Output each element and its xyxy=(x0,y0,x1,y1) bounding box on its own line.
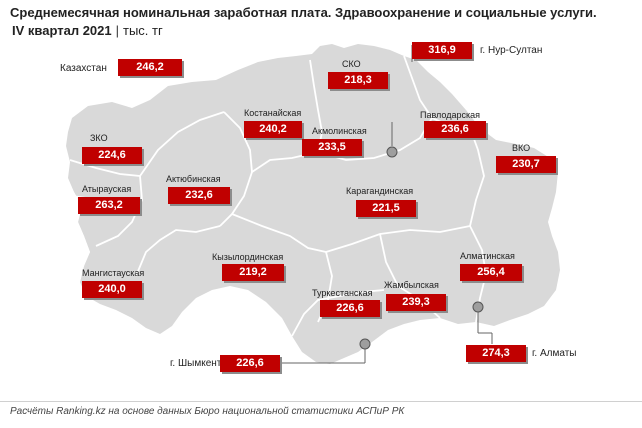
city-name-almaty: г. Алматы xyxy=(532,348,577,359)
caspian-shore xyxy=(60,178,90,282)
region-name-sko: СКО xyxy=(342,59,361,69)
region-name-vko: ВКО xyxy=(512,143,531,153)
region-value-almaty-region: 256,4 xyxy=(460,264,522,281)
region-name-karaganda: Карагандинская xyxy=(346,186,414,196)
almaty-marker xyxy=(472,301,493,344)
city-value-shymkent: 226,6 xyxy=(220,355,280,372)
chart-title: Среднемесячная номинальная заработная пл… xyxy=(10,4,630,40)
region-name-zko: ЗКО xyxy=(90,133,108,143)
region-value-zhambyl: 239,3 xyxy=(386,294,446,311)
region-name-aktobe: Актюбинская xyxy=(166,174,221,184)
country-name: Казахстан xyxy=(60,63,107,74)
region-value-atyrau: 263,2 xyxy=(78,197,140,214)
region-value-pavlodar: 236,6 xyxy=(424,121,486,138)
region-name-mangistau: Мангистауская xyxy=(82,268,145,278)
region-name-kostanay: Костанайская xyxy=(244,108,302,118)
region-value-turkestan: 226,6 xyxy=(320,300,380,317)
footer-divider xyxy=(0,401,642,402)
region-value-kostanay: 240,2 xyxy=(244,121,302,138)
shymkent-marker xyxy=(280,338,371,364)
source-note: Расчёты Ranking.kz на основе данных Бюро… xyxy=(10,406,405,417)
title-separator: | xyxy=(115,23,119,38)
region-value-kyzylorda: 219,2 xyxy=(222,264,284,281)
city-name-nur-sultan: г. Нур-Султан xyxy=(480,45,543,56)
region-name-zhambyl: Жамбылская xyxy=(384,280,439,290)
region-value-zko: 224,6 xyxy=(82,147,142,164)
title-line-2: IV квартал 2021 | тыс. тг xyxy=(10,22,630,40)
unit-label: тыс. тг xyxy=(123,23,163,38)
country-value: 246,2 xyxy=(118,59,182,76)
region-name-pavlodar: Павлодарская xyxy=(420,110,480,120)
title-line-1: Среднемесячная номинальная заработная пл… xyxy=(10,5,597,20)
region-value-aktobe: 232,6 xyxy=(168,187,230,204)
region-name-almaty-region: Алматинская xyxy=(460,251,515,261)
city-value-almaty: 274,3 xyxy=(466,345,526,362)
city-name-shymkent: г. Шымкент xyxy=(170,358,222,369)
region-name-turkestan: Туркестанская xyxy=(312,288,373,298)
period-label: IV квартал 2021 xyxy=(12,23,112,38)
region-value-sko: 218,3 xyxy=(328,72,388,89)
region-name-atyrau: Атырауская xyxy=(82,184,132,194)
region-name-akmola: Акмолинская xyxy=(312,126,367,136)
city-value-nur-sultan: 316,9 xyxy=(412,42,472,59)
region-name-kyzylorda: Кызылординская xyxy=(212,252,284,262)
region-value-mangistau: 240,0 xyxy=(82,281,142,298)
region-value-akmola: 233,5 xyxy=(302,139,362,156)
region-value-karaganda: 221,5 xyxy=(356,200,416,217)
region-value-vko: 230,7 xyxy=(496,156,556,173)
